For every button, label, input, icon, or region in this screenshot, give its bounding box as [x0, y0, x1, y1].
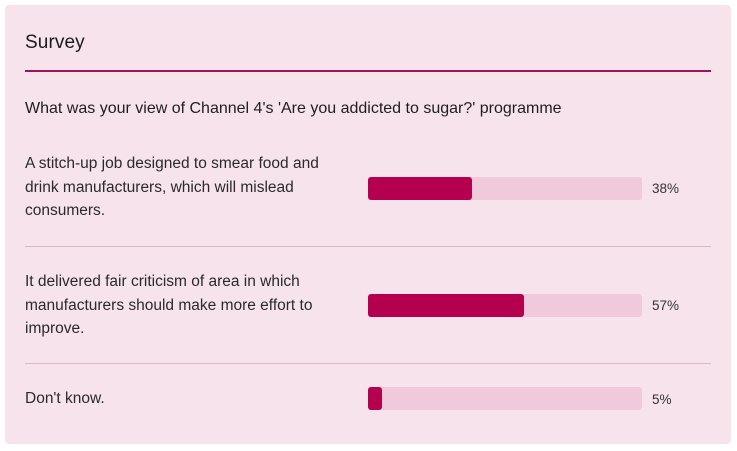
result-percent: 57% [652, 298, 680, 313]
result-bar-track [368, 177, 642, 200]
result-bar-fill [368, 387, 382, 410]
option-label: A stitch-up job designed to smear food a… [25, 155, 319, 219]
result-percent: 5% [652, 392, 672, 407]
survey-title: Survey [25, 32, 85, 53]
survey-question: What was your view of Channel 4's 'Are y… [25, 100, 562, 117]
survey-card: Survey What was your view of Channel 4's… [5, 5, 731, 444]
result-bar-fill [368, 177, 473, 200]
option-divider [25, 363, 711, 364]
option-divider [25, 246, 711, 247]
result-bar-track [368, 294, 642, 317]
option-label: It delivered fair criticism of area in w… [25, 273, 313, 337]
title-divider [25, 70, 711, 72]
option-label: Don't know. [25, 390, 105, 407]
result-bar-fill [368, 294, 525, 317]
result-percent: 38% [652, 181, 680, 196]
result-bar-track [368, 387, 642, 410]
